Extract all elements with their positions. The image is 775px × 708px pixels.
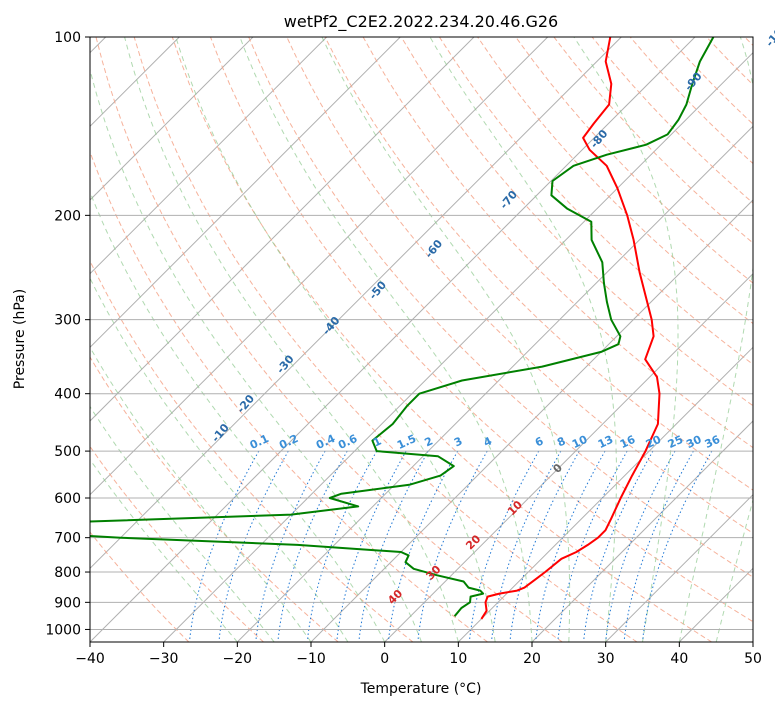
isotherm: [90, 37, 254, 201]
mixing-ratio-label: 20: [644, 433, 664, 451]
mixing-ratio-label: 10: [570, 433, 590, 451]
x-tick-label: 0: [380, 651, 389, 667]
moist-adiabat: [90, 67, 422, 642]
mixing-ratio-line: [623, 450, 694, 640]
mixing-ratio-label: 25: [666, 433, 685, 451]
dry-adiabat: [90, 259, 414, 642]
y-axis-label: Pressure (hPa): [12, 289, 28, 389]
x-axis: −40 −30 −20 −10 0 10 20 30 40 50: [75, 642, 762, 667]
x-axis-label: Temperature (°C): [360, 681, 482, 697]
x-tick-label: 30: [597, 651, 615, 667]
dry-adiabat: [324, 37, 753, 491]
isotherm: [90, 37, 549, 496]
mixing-ratio-line: [307, 450, 378, 640]
dry-adiabat: [515, 37, 753, 284]
moist-adiabat: [90, 405, 275, 642]
mixing-ratio-line: [583, 450, 654, 640]
x-tick-label: −40: [75, 651, 105, 667]
mixing-ratio-line: [189, 450, 260, 640]
isotherm: [90, 37, 622, 570]
mixing-ratio-line: [557, 450, 628, 640]
dry-adiabat: [248, 37, 753, 578]
mixing-ratio-line: [642, 450, 713, 640]
background-lines: [90, 37, 753, 642]
dry-adiabat: [90, 356, 339, 642]
mixing-ratio-line: [218, 450, 289, 640]
isotherm: [163, 51, 753, 642]
mixing-ratio-line: [535, 450, 606, 640]
plot-frame: [89, 36, 754, 643]
y-tick-label: 800: [54, 565, 81, 581]
y-tick-label: 700: [54, 531, 81, 547]
isotherm: [90, 37, 328, 275]
mixing-ratio-line: [277, 450, 348, 640]
moist-adiabat: [90, 190, 386, 642]
mixing-ratio-line: [358, 450, 429, 640]
isotherm: [236, 125, 753, 642]
dry-adiabat: [133, 37, 638, 642]
dry-adiabat: [95, 37, 563, 642]
y-tick-label: 900: [54, 595, 81, 611]
isotherm: [90, 37, 401, 349]
moist-adiabat: [175, 37, 496, 642]
dry-adiabat: [90, 531, 190, 642]
moist-adiabat: [429, 37, 617, 642]
y-tick-label: 1000: [45, 622, 81, 638]
temperature-line: [480, 37, 661, 620]
dry-adiabat: [438, 37, 753, 366]
mixing-ratio-label: 13: [596, 433, 615, 451]
mixing-ratio-label: 16: [618, 433, 638, 451]
moist-adiabat: [90, 458, 238, 642]
mixing-ratio-line: [336, 450, 407, 640]
moist-adiabat: [573, 37, 679, 642]
x-tick-label: 50: [744, 651, 762, 667]
y-axis: 1000 900 800 700 600 500 400 300 200 100: [45, 30, 90, 638]
x-tick-label: 10: [449, 651, 467, 667]
dry-adiabat: [90, 445, 264, 642]
chart-title: wetPf2_C2E2.2022.234.20.46.G26: [284, 12, 558, 32]
x-tick-label: 40: [670, 651, 688, 667]
mixing-ratio-label: 30: [684, 433, 704, 451]
isotherm: [605, 493, 753, 642]
mixing-ratio-line: [417, 450, 488, 640]
y-tick-label: 600: [54, 491, 81, 507]
mixing-ratio-line: [509, 450, 580, 640]
x-tick-label: −10: [296, 651, 326, 667]
y-tick-label: 400: [54, 387, 81, 403]
x-tick-label: −30: [149, 651, 179, 667]
moist-adiabat: [90, 277, 349, 642]
isobar-grid: [90, 37, 753, 630]
dewpoint-line: [90, 37, 715, 617]
isotherm: [531, 420, 753, 642]
y-tick-label: 200: [54, 208, 81, 224]
dry-adiabat: [171, 37, 712, 642]
dry-adiabat-label: -100: [763, 20, 775, 50]
x-tick-label: 20: [523, 651, 541, 667]
y-tick-label: 100: [54, 30, 81, 46]
x-tick-label: −20: [223, 651, 253, 667]
mixing-ratio-line: [388, 450, 459, 640]
isotherm: [457, 346, 753, 642]
dry-adiabat: [400, 37, 753, 407]
moist-adiabat: [239, 37, 533, 642]
profile-lines: [90, 37, 715, 620]
moist-adiabat: [321, 37, 571, 642]
y-tick-label: 500: [54, 444, 81, 460]
isotherm: [384, 272, 753, 642]
mixing-ratio-label: 36: [703, 433, 723, 451]
mixing-ratio-line: [255, 450, 326, 640]
moist-adiabat: [90, 346, 312, 642]
y-tick-label: 300: [54, 313, 81, 329]
dry-adiabat: [90, 150, 488, 642]
mixing-ratio-line: [605, 450, 676, 640]
isotherm: [90, 37, 475, 422]
mixing-ratio-line: [469, 450, 540, 640]
mixing-ratio-line: [491, 450, 562, 640]
